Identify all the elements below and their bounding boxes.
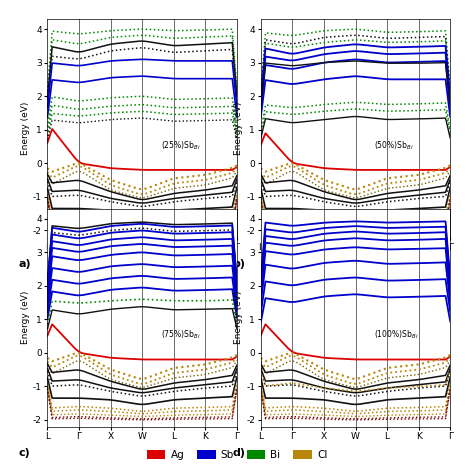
Text: a): a) bbox=[19, 259, 32, 269]
Y-axis label: Energy (eV): Energy (eV) bbox=[234, 291, 243, 344]
Text: d): d) bbox=[232, 448, 245, 458]
Text: (100%)Sb$_{Bi}$: (100%)Sb$_{Bi}$ bbox=[374, 329, 419, 341]
Text: c): c) bbox=[19, 448, 31, 458]
Text: (25%)Sb$_{Bi}$: (25%)Sb$_{Bi}$ bbox=[161, 139, 201, 152]
Text: b): b) bbox=[232, 259, 245, 269]
Y-axis label: Energy (eV): Energy (eV) bbox=[21, 291, 30, 344]
Text: (50%)Sb$_{Bi}$: (50%)Sb$_{Bi}$ bbox=[374, 139, 414, 152]
Y-axis label: Energy (eV): Energy (eV) bbox=[234, 101, 243, 155]
Y-axis label: Energy (eV): Energy (eV) bbox=[21, 101, 30, 155]
Text: (75%)Sb$_{Bi}$: (75%)Sb$_{Bi}$ bbox=[161, 329, 201, 341]
Legend: Ag, Sb, Bi, Cl: Ag, Sb, Bi, Cl bbox=[142, 446, 332, 464]
